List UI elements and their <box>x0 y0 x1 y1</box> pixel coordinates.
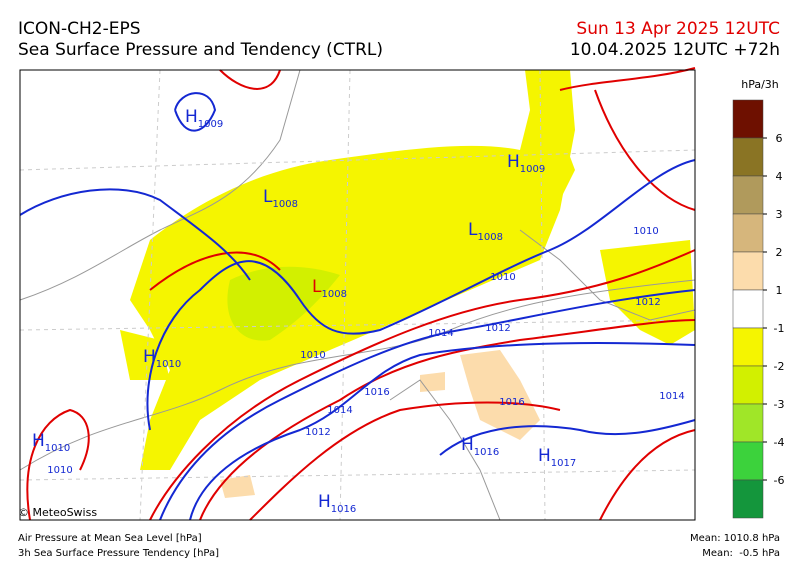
colorbar-bin <box>732 403 764 443</box>
colorbar-label: 6 <box>776 132 783 145</box>
pressure-contours <box>19 92 696 521</box>
contour-label: 1016 <box>499 397 524 408</box>
tendency-fill-strong <box>227 266 340 341</box>
contour-label: 1016 <box>364 387 389 398</box>
model-title: ICON-CH2-EPS <box>18 19 141 39</box>
colorbar-label: 1 <box>776 284 783 297</box>
pressure-center: H1009 <box>185 107 223 130</box>
contour-label: 1012 <box>485 323 510 334</box>
center-letter: H <box>185 107 198 127</box>
contour-label: 1010 <box>490 272 515 283</box>
colorbar-bin <box>732 213 764 253</box>
contour-label: 1014 <box>327 405 352 416</box>
colorbar-bin <box>732 175 764 215</box>
pressure-center: H1016 <box>461 435 499 458</box>
colorbar-label: -2 <box>774 360 785 373</box>
contour-label: 1014 <box>659 391 684 402</box>
run-time: 10.04.2025 12UTC +72h <box>570 40 780 60</box>
center-value: 1016 <box>474 447 499 458</box>
center-letter: H <box>507 152 520 172</box>
colorbar-bin <box>732 289 764 329</box>
colorbar-label: -1 <box>774 322 785 335</box>
center-value: 1010 <box>45 443 70 454</box>
contour-label: 1010 <box>300 350 325 361</box>
colorbar-bin <box>732 441 764 481</box>
colorbar-label: -4 <box>774 436 785 449</box>
colorbar-bin <box>732 327 764 367</box>
pressure-center: L1008 <box>312 277 347 300</box>
center-value: 1009 <box>520 164 545 175</box>
colorbar-label: -3 <box>774 398 785 411</box>
pressure-center: H1010 <box>32 431 70 454</box>
contour-label: 1010 <box>633 226 658 237</box>
tendency-fill-positive <box>220 350 540 498</box>
map-frame <box>19 69 696 521</box>
colorbar-label: 3 <box>776 208 783 221</box>
center-value: 1017 <box>551 458 576 469</box>
footer-stat: Mean: -0.5 hPa <box>702 548 780 559</box>
contour-label: 1014 <box>428 328 453 339</box>
center-letter: H <box>461 435 474 455</box>
contour-label: 1010 <box>47 465 72 476</box>
contour-label: 1012 <box>635 297 660 308</box>
footer-legend: Air Pressure at Mean Sea Level [hPa] <box>18 533 202 544</box>
pressure-center: L1008 <box>468 220 503 243</box>
colorbar-label: 4 <box>776 170 783 183</box>
contour-labels: 1010 1010 1010 1012 1014 1016 1014 1012 1016 1010… <box>47 226 684 476</box>
colorbar-bin <box>732 251 764 291</box>
valid-time: Sun 13 Apr 2025 12UTC <box>576 19 780 39</box>
grid <box>19 69 696 521</box>
center-letter: H <box>538 446 551 466</box>
footer-legend: 3h Sea Surface Pressure Tendency [hPa] <box>18 548 219 559</box>
center-letter: H <box>318 492 331 512</box>
center-value: 1010 <box>156 359 181 370</box>
center-letter: L <box>263 187 273 207</box>
center-value: 1008 <box>321 289 346 300</box>
tendency-contours <box>26 67 696 521</box>
colorbar-bin <box>732 479 764 519</box>
footer-stat: Mean: 1010.8 hPa <box>690 533 780 544</box>
colorbar-bin <box>732 137 764 177</box>
center-value: 1009 <box>198 119 223 130</box>
tendency-fill <box>120 70 695 470</box>
colorbar-label: 2 <box>776 246 783 259</box>
colorbar-bin <box>732 365 764 405</box>
credit: © MeteoSwiss <box>18 506 97 519</box>
pressure-center: H1009 <box>507 152 545 175</box>
center-value: 1008 <box>272 199 297 210</box>
center-letter: L <box>468 220 478 240</box>
colorbar-label: -6 <box>774 474 785 487</box>
colorbar-unit: hPa/3h <box>741 78 779 91</box>
center-letter: L <box>312 277 322 297</box>
product-title: Sea Surface Pressure and Tendency (CTRL) <box>18 40 383 60</box>
pressure-center: H1010 <box>143 347 181 370</box>
contour-label: 1012 <box>305 427 330 438</box>
pressure-center: H1016 <box>318 492 356 515</box>
center-value: 1016 <box>331 504 356 515</box>
center-letter: H <box>143 347 156 367</box>
center-value: 1008 <box>477 232 502 243</box>
colorbar-bin <box>732 99 764 139</box>
pressure-center: L1008 <box>263 187 298 210</box>
center-letter: H <box>32 431 45 451</box>
colorbar: hPa/3h 6 4 3 2 1 -1 -2 -3 -4 -6 <box>732 78 785 519</box>
borders <box>19 69 696 521</box>
pressure-center: H1017 <box>538 446 576 469</box>
